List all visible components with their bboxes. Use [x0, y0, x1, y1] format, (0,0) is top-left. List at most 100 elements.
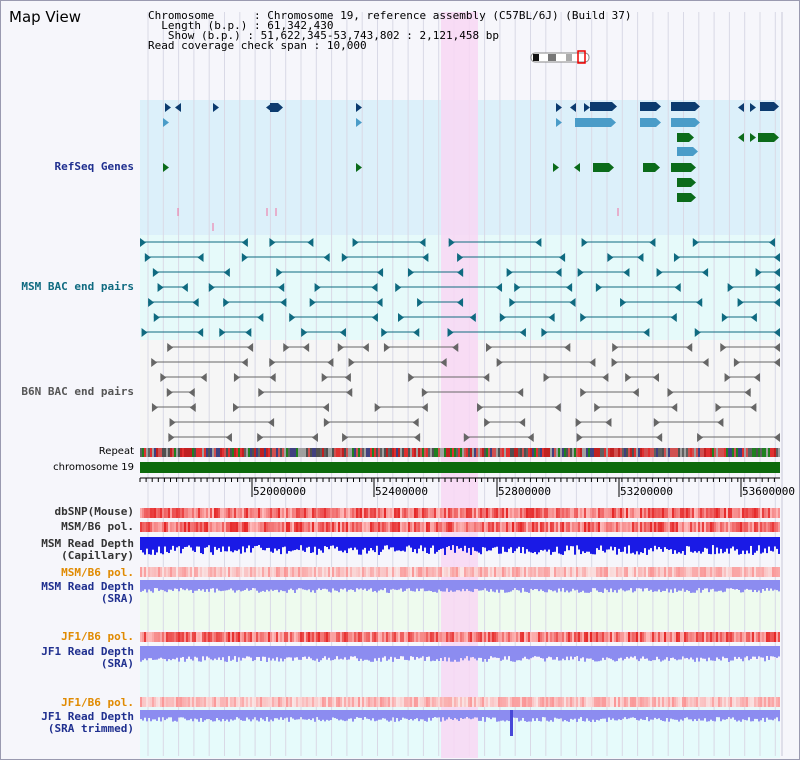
gene-marker [269, 358, 276, 367]
jf1-pol-cell [194, 632, 196, 642]
jf1-depth-sra-bar [146, 646, 148, 661]
jf1-depth-sra-label[interactable]: JF1 Read Depth [41, 645, 134, 658]
msm-pol-cell [230, 522, 232, 532]
dbsnp-cell [382, 508, 384, 518]
jf1-pol-trim-cell [312, 697, 314, 707]
msm-depth-sra-bar [400, 580, 402, 589]
msm-pol-cell [774, 522, 776, 532]
jf1-pol-trim-cell [778, 697, 780, 707]
jf1-depth-trim-label[interactable]: JF1 Read Depth [41, 710, 134, 723]
jf1-depth-trim-bar [396, 710, 398, 719]
msm-b6-pol-sra-label[interactable]: MSM/B6 pol. [61, 566, 134, 579]
jf1-pol-trim-cell [552, 697, 554, 707]
msm-depth-sra-bar [728, 580, 730, 589]
jf1-depth-sra-bar [374, 646, 376, 659]
repeat-segment [480, 448, 482, 457]
jf1-pol-cell [262, 632, 264, 642]
msm-pol-cell [206, 522, 208, 532]
gene-arrow [611, 118, 616, 127]
jf1-depth-trim-bar [270, 710, 272, 720]
jf1-depth-sra-bar [164, 646, 166, 660]
jf1-depth-trim-bar [776, 710, 778, 718]
msm-bac-label[interactable]: MSM BAC end pairs [21, 280, 134, 293]
jf1-depth-sra-bar [166, 646, 168, 662]
msm-depth-sra-bar [178, 580, 180, 592]
jf1-pol-cell [318, 632, 320, 642]
jf1-pol-cell [492, 632, 494, 642]
jf1-depth-sra-bar [658, 646, 660, 660]
jf1-pol-cell [778, 632, 780, 642]
jf1-depth-sra-bar [696, 646, 698, 658]
dbsnp-cell [488, 508, 490, 518]
jf1-depth-sra-bar [406, 646, 408, 660]
msm-depth-sra-bar [664, 580, 666, 592]
jf1-pol-cell [610, 632, 612, 642]
repeat-segment [758, 448, 760, 457]
jf1-pol-cell [758, 632, 760, 642]
msm-depth-cap-label[interactable]: MSM Read Depth [41, 537, 134, 550]
msm-pol-sra-cell [172, 567, 174, 577]
msm-depth-sra-bar [222, 580, 224, 591]
msm-depth-cap-bar [560, 537, 562, 555]
chromosome-ideogram [530, 52, 590, 63]
jf1-depth-trim-bar [594, 710, 596, 722]
repeat-segment [500, 448, 502, 457]
jf1-pol-cell [702, 632, 704, 642]
msm-depth-sra-bar [536, 580, 538, 590]
gene-arrow [278, 103, 283, 112]
msm-depth-sra-label[interactable]: MSM Read Depth [41, 580, 134, 593]
msm-depth-sra-bar [286, 580, 288, 593]
jf1-pol-cell [416, 632, 418, 642]
msm-pol-sra-cell [204, 567, 206, 577]
jf1-depth-sra-bar [182, 646, 184, 657]
repeat-segment [244, 448, 246, 457]
jf1-pol-trim-cell [338, 697, 340, 707]
refseq-genes-label[interactable]: RefSeq Genes [54, 160, 134, 173]
jf1-depth-trim-bar [440, 710, 442, 722]
jf1-b6-pol-label[interactable]: JF1/B6 pol. [61, 630, 134, 643]
jf1-pol-cell [574, 632, 576, 642]
msm-pol-cell [638, 522, 640, 532]
gene-marker [278, 283, 285, 292]
msm-pol-cell [752, 522, 754, 532]
msm-pol-sra-cell [238, 567, 240, 577]
jf1-depth-trim-bar [142, 710, 144, 721]
jf1-depth-sra-bar [332, 646, 334, 661]
jf1-depth-trim-bar [226, 710, 228, 720]
jf1-depth-trim-bar [652, 710, 654, 720]
msm-pol-sra-cell [542, 567, 544, 577]
repeat-segment [716, 448, 718, 457]
jf1-pol-trim-cell [604, 697, 606, 707]
jf1-depth-sra-bar [194, 646, 196, 657]
repeat-segment [158, 448, 160, 457]
jf1-pol-cell [744, 632, 746, 642]
dbsnp-cell [618, 508, 620, 518]
repeat-segment [502, 448, 504, 457]
jf1-pol-trim-cell [650, 697, 652, 707]
msm-pol-sra-cell [184, 567, 186, 577]
jf1-pol-cell [252, 632, 254, 642]
repeat-segment [168, 448, 170, 457]
jf1-pol-trim-cell [402, 697, 404, 707]
msm-b6-pol-label[interactable]: MSM/B6 pol. [61, 520, 134, 533]
jf1-pol-cell [660, 632, 662, 642]
jf1-pol-cell [398, 632, 400, 642]
repeat-segment [688, 448, 690, 457]
gene-arrow [656, 102, 661, 111]
dbsnp-cell [716, 508, 718, 518]
jf1-b6-pol-trim-label[interactable]: JF1/B6 pol. [61, 696, 134, 709]
jf1-pol-cell [606, 632, 608, 642]
axis-tick-label: 52800000 [498, 485, 551, 498]
jf1-depth-trim-bar [210, 710, 212, 721]
repeat-segment [230, 448, 232, 457]
b6n-bac-label[interactable]: B6N BAC end pairs [21, 385, 134, 398]
dbsnp-cell [334, 508, 336, 518]
msm-depth-cap-bar [740, 537, 742, 554]
msm-pol-sra-cell [334, 567, 336, 577]
gene-marker [499, 313, 506, 322]
msm-depth-cap-bar [268, 537, 270, 548]
jf1-pol-trim-cell [158, 697, 160, 707]
dbsnp-label[interactable]: dbSNP(Mouse) [54, 505, 134, 518]
dbsnp-cell [224, 508, 226, 518]
